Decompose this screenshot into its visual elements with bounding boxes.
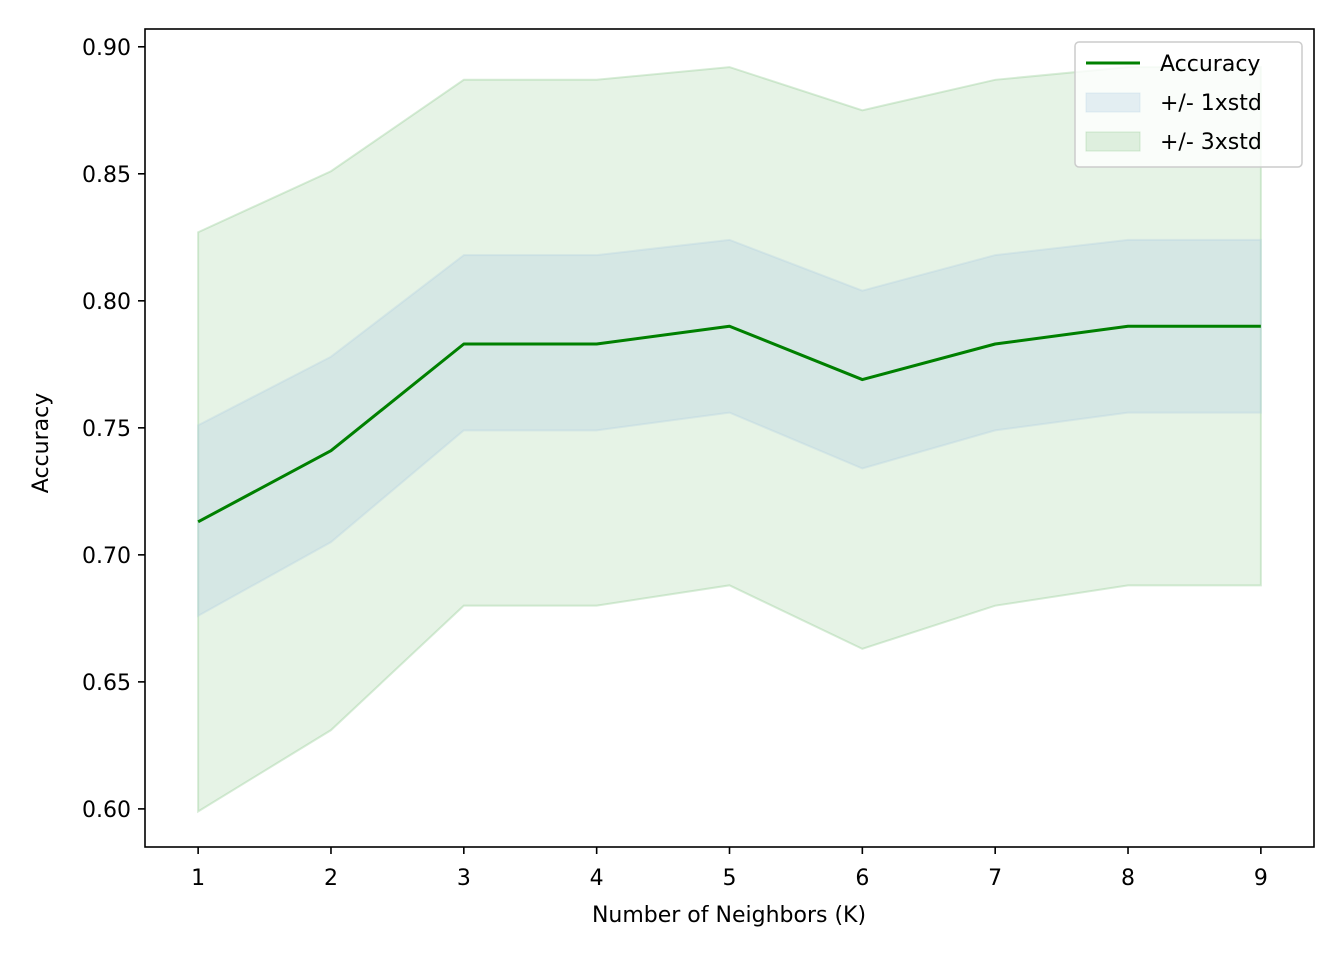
- x-tick-label: 7: [988, 866, 1002, 891]
- legend-box: [1074, 41, 1303, 168]
- legend-label-accuracy: Accuracy: [1160, 52, 1260, 77]
- x-tick-label: 2: [324, 866, 338, 891]
- y-tick-label: 0.90: [82, 36, 131, 61]
- y-tick-label: 0.75: [82, 417, 131, 442]
- legend-label-3xstd: +/- 3xstd: [1160, 130, 1262, 155]
- x-tick-label: 5: [723, 866, 737, 891]
- x-tick-label: 3: [457, 866, 471, 891]
- band-3xstd: [197, 66, 1262, 814]
- y-tick-label: 0.65: [82, 671, 131, 696]
- x-tick-label: 1: [191, 866, 205, 891]
- y-tick-label: 0.60: [82, 798, 131, 823]
- x-tick-label: 9: [1254, 866, 1268, 891]
- band-1xstd: [197, 238, 1262, 618]
- x-tick-label: 4: [590, 866, 604, 891]
- x-tick-label: 8: [1121, 866, 1135, 891]
- confidence-bands: [197, 66, 1262, 814]
- x-axis-label: Number of Neighbors (K): [592, 903, 866, 928]
- y-tick-label: 0.85: [82, 163, 131, 188]
- legend-swatch-3xstd: [1085, 131, 1141, 152]
- x-tick-label: 6: [855, 866, 869, 891]
- y-tick-label: 0.80: [82, 290, 131, 315]
- y-axis-label: Accuracy: [29, 393, 54, 493]
- legend-swatch-1xstd: [1085, 92, 1141, 113]
- x-axis-ticks: 1 2 3 4 5 6 7 8 9: [191, 847, 1268, 891]
- legend: Accuracy +/- 1xstd +/- 3xstd: [1074, 41, 1303, 168]
- y-tick-label: 0.70: [82, 544, 131, 569]
- accuracy-line-layer: [197, 324, 1261, 524]
- legend-label-1xstd: +/- 1xstd: [1160, 91, 1262, 116]
- y-axis-ticks: 0.60 0.65 0.70 0.75 0.80 0.85 0.90: [82, 36, 145, 823]
